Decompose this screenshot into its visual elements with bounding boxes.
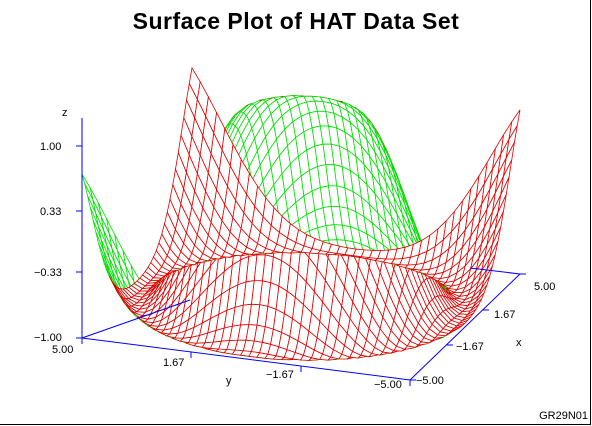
y-tick-label: −5.00: [374, 379, 402, 391]
z-tick-label: −1.00: [34, 332, 62, 344]
z-tick-label: 1.00: [40, 141, 61, 153]
y-axis-line: [81, 337, 411, 381]
figure-id-footnote: GR29N01: [539, 410, 588, 422]
x-axis-label: x: [516, 337, 522, 349]
y-axis-label: y: [226, 375, 232, 387]
z-tick-label: 0.33: [40, 206, 61, 218]
y-tick-label: 5.00: [52, 344, 73, 356]
back-right-base-line: [469, 267, 521, 275]
x-tick-label: −1.67: [456, 341, 484, 353]
z-tick-label: −0.33: [34, 267, 62, 279]
z-axis-label: z: [62, 107, 68, 119]
back-left-base-line: [81, 299, 191, 339]
axes-group: 1.00 0.33 −0.33 −1.00 z 5.00 1.67 −1.67 …: [34, 107, 555, 391]
x-tick-label: −5.00: [416, 375, 444, 387]
y-tick-label: 1.67: [163, 357, 184, 369]
y-tick-label: −1.67: [266, 369, 294, 381]
chart-title: Surface Plot of HAT Data Set: [132, 8, 460, 34]
surface-mesh-cell: [508, 109, 521, 140]
x-tick-label: 5.00: [534, 281, 555, 293]
surface-mesh: [81, 66, 521, 361]
x-axis-line: [409, 273, 521, 381]
x-tick-label: 1.67: [494, 309, 515, 321]
